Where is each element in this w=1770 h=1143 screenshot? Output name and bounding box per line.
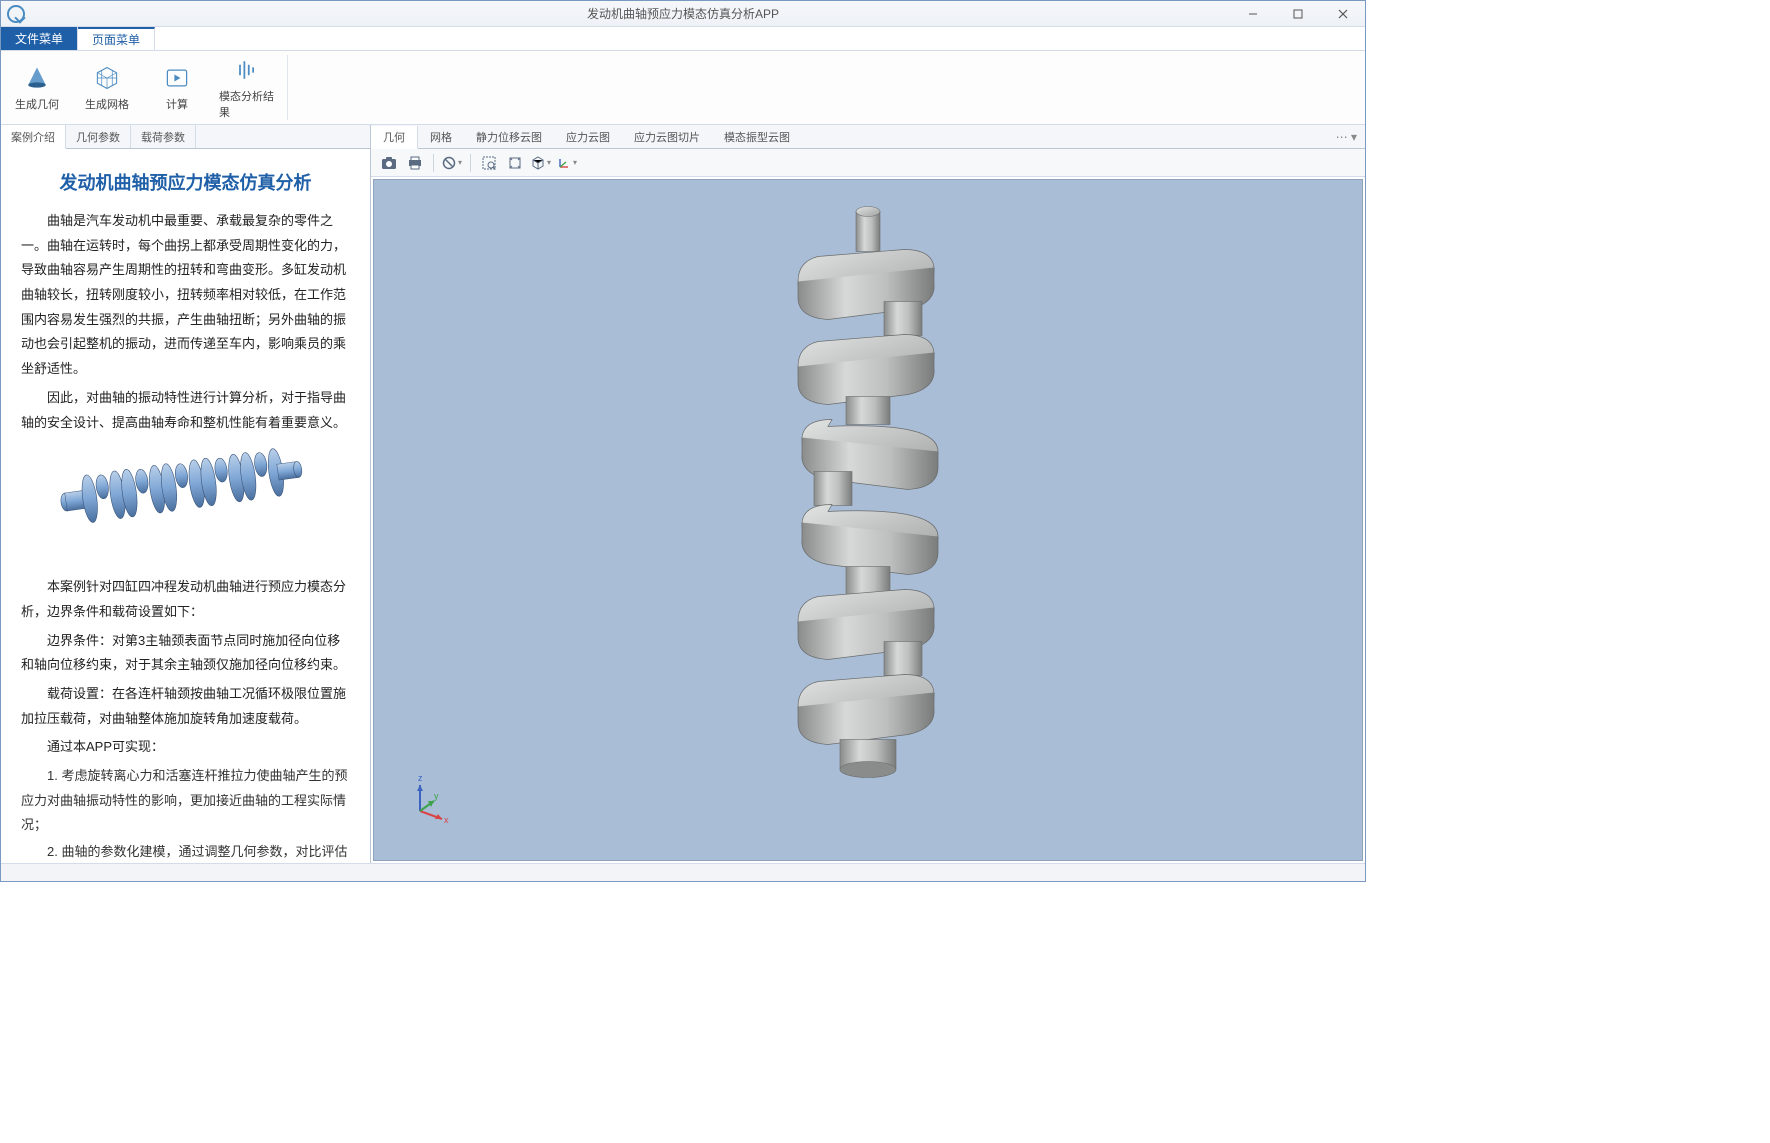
compute-icon [163,64,191,92]
toolbar-separator [433,154,434,172]
tab-static-disp[interactable]: 静力位移云图 [464,125,554,148]
doc-list-item: 2. 曲轴的参数化建模，通过调整几何参数，对比评估不同设计参数下曲轴的振动特性； [21,840,350,863]
intro-body: 发动机曲轴预应力模态仿真分析 曲轴是汽车发动机中最重要、承载最复杂的零件之一。曲… [1,149,370,863]
right-tabs: 几何 网格 静力位移云图 应力云图 应力云图切片 模态振型云图 ⋯ ▾ [371,125,1365,149]
doc-para: 载荷设置：在各连杆轴颈按曲轴工况循环极限位置施加拉压载荷，对曲轴整体施加旋转角加… [21,682,350,731]
right-panel: 几何 网格 静力位移云图 应力云图 应力云图切片 模态振型云图 ⋯ ▾ [371,125,1365,863]
modal-result-button[interactable]: 模态分析结果 [219,55,275,120]
compute-button[interactable]: 计算 [149,55,205,120]
tab-intro[interactable]: 案例介绍 [1,125,66,149]
axis-indicator-button[interactable] [555,152,579,174]
view-orientation-button[interactable] [529,152,553,174]
ribbon-label: 计算 [166,96,188,112]
main-area: 案例介绍 几何参数 载荷参数 发动机曲轴预应力模态仿真分析 曲轴是汽车发动机中最… [1,125,1365,863]
3d-viewport[interactable]: z x y [373,179,1363,861]
tab-stress[interactable]: 应力云图 [554,125,622,148]
ribbon-label: 模态分析结果 [219,88,275,120]
result-icon [233,56,261,84]
svg-text:y: y [434,791,439,801]
close-button[interactable] [1320,1,1365,27]
window-title: 发动机曲轴预应力模态仿真分析APP [1,5,1365,22]
selection-mode-button[interactable] [440,152,464,174]
tab-load-params[interactable]: 载荷参数 [131,125,196,148]
doc-para: 曲轴是汽车发动机中最重要、承载最复杂的零件之一。曲轴在运转时，每个曲拐上都承受周… [21,209,350,382]
window-controls [1230,1,1365,27]
geometry-icon [23,64,51,92]
tab-mesh[interactable]: 网格 [418,125,464,148]
zoom-extents-button[interactable] [503,152,527,174]
file-menu-tab[interactable]: 文件菜单 [1,27,78,50]
ribbon-group: 生成几何 生成网格 计算 [9,55,288,120]
orientation-triad: z x y [410,777,454,824]
crankshaft-model [728,201,1008,784]
page-menu-tab[interactable]: 页面菜单 [78,27,155,50]
viewer-toolbar [371,149,1365,177]
generate-mesh-button[interactable]: 生成网格 [79,55,135,120]
titlebar: 发动机曲轴预应力模态仿真分析APP [1,1,1365,27]
minimize-button[interactable] [1230,1,1275,27]
status-bar [1,863,1365,881]
app-window: 发动机曲轴预应力模态仿真分析APP 文件菜单 页面菜单 生成几何 [0,0,1366,882]
crankshaft-thumbnail [46,447,326,557]
left-panel: 案例介绍 几何参数 载荷参数 发动机曲轴预应力模态仿真分析 曲轴是汽车发动机中最… [1,125,371,863]
menu-bar: 文件菜单 页面菜单 [1,27,1365,51]
snapshot-button[interactable] [377,152,401,174]
doc-para: 本案例针对四缸四冲程发动机曲轴进行预应力模态分析，边界条件和载荷设置如下： [21,575,350,624]
doc-para: 通过本APP可实现： [21,735,350,760]
doc-title: 发动机曲轴预应力模态仿真分析 [21,169,350,195]
mesh-icon [93,64,121,92]
doc-para: 因此，对曲轴的振动特性进行计算分析，对于指导曲轴的安全设计、提高曲轴寿命和整机性… [21,386,350,435]
tabs-overflow-icon[interactable]: ⋯ ▾ [1328,130,1365,144]
zoom-box-button[interactable] [477,152,501,174]
toolbar-separator [470,154,471,172]
left-tabs: 案例介绍 几何参数 载荷参数 [1,125,370,149]
ribbon: 生成几何 生成网格 计算 [1,51,1365,125]
ribbon-label: 生成网格 [85,96,129,112]
app-icon [7,5,25,23]
doc-para: 边界条件：对第3主轴颈表面节点同时施加径向位移和轴向位移约束，对于其余主轴颈仅施… [21,629,350,678]
doc-list-item: 1. 考虑旋转离心力和活塞连杆推拉力使曲轴产生的预应力对曲轴振动特性的影响，更加… [21,764,350,838]
svg-text:x: x [444,815,449,825]
ribbon-label: 生成几何 [15,96,59,112]
generate-geometry-button[interactable]: 生成几何 [9,55,65,120]
print-button[interactable] [403,152,427,174]
tab-modal-shape[interactable]: 模态振型云图 [712,125,802,148]
svg-text:z: z [418,773,423,783]
tab-geom-params[interactable]: 几何参数 [66,125,131,148]
tab-stress-slice[interactable]: 应力云图切片 [622,125,712,148]
maximize-button[interactable] [1275,1,1320,27]
tab-geometry[interactable]: 几何 [371,126,418,149]
